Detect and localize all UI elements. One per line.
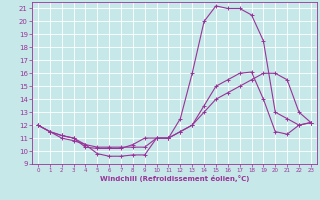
X-axis label: Windchill (Refroidissement éolien,°C): Windchill (Refroidissement éolien,°C) bbox=[100, 175, 249, 182]
